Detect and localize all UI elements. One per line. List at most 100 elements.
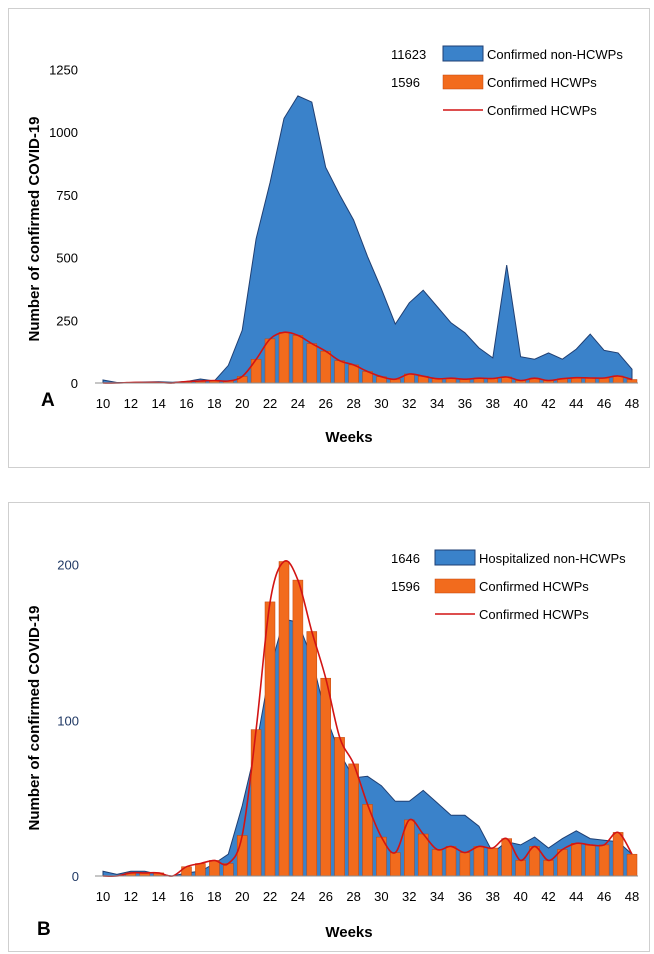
chart-b-x-tick-label: 10 [96,889,110,904]
chart-b-bar-week-27 [334,737,345,877]
chart-a-legend-key-area [442,45,484,62]
chart-b-bar-week-46 [598,844,610,877]
chart-b-bar-week-41 [529,846,540,877]
chart-a-bar-week-28 [348,364,359,384]
chart-a-legend-key-bar [442,74,484,90]
chart-a-x-tick-label: 18 [207,396,221,411]
chart-a-x-tick-label: 10 [96,396,110,411]
chart-a-area-series [102,95,633,384]
chart-a-y-tick-label: 1250 [49,63,78,78]
chart-a-x-tick-label: 16 [179,396,193,411]
chart-b-legend-key-area [434,549,476,566]
chart-panel-a: 10 12 14 16 18 20 22 24 26 28 30 32 34 36 38 40 42 44 46 48… [8,8,650,468]
chart-b-bar-week-37 [473,846,485,877]
chart-b-legend-total: 1596 [391,579,420,594]
chart-b-bar-week-26 [320,677,331,877]
chart-b-bar-week-23 [278,561,290,877]
chart-a-legend-label: Confirmed HCWPs [487,103,597,118]
chart-a-x-tick-label: 40 [513,396,527,411]
chart-b-bar-week-45 [584,844,596,877]
chart-a-line-series [102,331,633,384]
chart-b-x-tick-label: 14 [151,889,165,904]
chart-b-x-tick-label: 42 [541,889,555,904]
chart-a-y-tick-label: 500 [56,251,78,266]
chart-b-x-tick-label: 34 [430,889,444,904]
chart-b-bar-week-17 [195,863,206,877]
chart-panel-b: 10 12 14 16 18 20 22 24 26 28 30 32 34 36 38 40 42 44 46 48… [8,502,650,952]
chart-b-x-tick-label: 22 [263,889,277,904]
chart-b-bar-week-24 [292,579,304,877]
chart-b-x-tick-label: 24 [291,889,305,904]
chart-b-x-tick-label: 30 [374,889,388,904]
chart-b-bar-week-44 [571,843,582,877]
chart-a-legend-label: Confirmed non-HCWPs [487,47,623,62]
chart-a-x-tick-label: 38 [486,396,500,411]
chart-b-y-tick-label: 200 [57,558,79,573]
chart-b-x-tick-label: 12 [124,889,138,904]
chart-b-y-axis-title: Number of confirmed COVID-19 [26,605,43,830]
chart-a-x-tick-label: 34 [430,396,444,411]
chart-b-svg: 10 12 14 16 18 20 22 24 26 28 30 32 34 36 38 40 42 44 46 48… [26,549,639,941]
chart-b-bar-week-35 [445,846,457,877]
chart-a-bar-week-25 [306,343,318,384]
chart-b-x-tick-label: 40 [513,889,527,904]
chart-a-x-tick-label: 20 [235,396,249,411]
chart-b-bar-week-36 [459,852,471,877]
chart-b-bar-week-20 [236,835,248,877]
chart-a-y-axis-title: Number of confirmed COVID-19 [26,116,43,341]
chart-a-x-tick-label: 26 [319,396,333,411]
chart-a-legend-total: 11623 [391,47,426,62]
chart-b-bar-week-21 [250,729,262,877]
chart-a-x-tick-label: 48 [625,396,639,411]
chart-a-x-tick-label: 28 [346,396,360,411]
chart-b-x-tick-label: 16 [179,889,193,904]
chart-a-bar-week-48 [626,379,638,384]
chart-b-bar-week-22 [264,601,276,877]
chart-b-bar-week-28 [348,763,359,877]
chart-b-bar-week-38 [487,847,499,877]
chart-a-x-tick-label: 46 [597,396,611,411]
chart-b-bar-week-34 [431,849,443,877]
chart-b-x-tick-label: 38 [486,889,500,904]
chart-a-legend-total: 1596 [391,75,420,90]
chart-b-panel-label: B [37,919,51,940]
chart-a-x-tick-label: 42 [541,396,555,411]
chart-a-bar-week-26 [320,350,331,384]
chart-b-x-tick-label: 48 [625,889,639,904]
chart-b-legend-label: Hospitalized non-HCWPs [479,551,626,566]
chart-b-x-axis-title: Weeks [325,924,372,941]
chart-b-x-tick-label: 26 [319,889,333,904]
chart-b-legend-label: Confirmed HCWPs [479,607,589,622]
chart-a-x-axis-title: Weeks [325,429,372,446]
chart-a-x-tick-label: 12 [124,396,138,411]
chart-b-legend-total: 1646 [391,551,420,566]
chart-b-bar-series [125,561,638,877]
chart-a-x-tick-label: 36 [458,396,472,411]
chart-a-x-tick-label: 44 [569,396,583,411]
chart-b-bar-week-18 [209,860,220,877]
chart-b-bar-week-33 [417,833,429,877]
chart-a-bar-week-23 [278,332,290,384]
chart-a-svg: 10 12 14 16 18 20 22 24 26 28 30 32 34 36 38 40 42 44 46 48… [26,45,639,446]
chart-b-legend-label: Confirmed HCWPs [479,579,589,594]
chart-b-bar-week-47 [612,832,624,877]
chart-b-legend-key-bar [434,578,476,594]
chart-b-bar-week-48 [626,853,638,877]
chart-a-x-tick-label: 30 [374,396,388,411]
chart-b-bar-week-40 [515,860,526,877]
chart-a-y-tick-label: 250 [56,313,78,328]
chart-a-bar-week-22 [264,338,276,384]
chart-b-x-tick-label: 20 [235,889,249,904]
chart-b-bar-week-25 [306,631,318,877]
chart-b-x-tick-label: 32 [402,889,416,904]
chart-a-x-tick-label: 22 [263,396,277,411]
chart-b-y-tick-label: 0 [72,869,79,884]
chart-b-y-tick-label: 100 [57,713,79,728]
chart-b-x-tick-label: 36 [458,889,472,904]
chart-a-y-tick-label: 0 [71,376,78,391]
chart-a-x-tick-label: 24 [291,396,305,411]
chart-a-bar-week-24 [292,335,304,384]
chart-a-x-tick-label: 32 [402,396,416,411]
chart-a-legend-label: Confirmed HCWPs [487,75,597,90]
chart-b-line-series [102,559,633,878]
